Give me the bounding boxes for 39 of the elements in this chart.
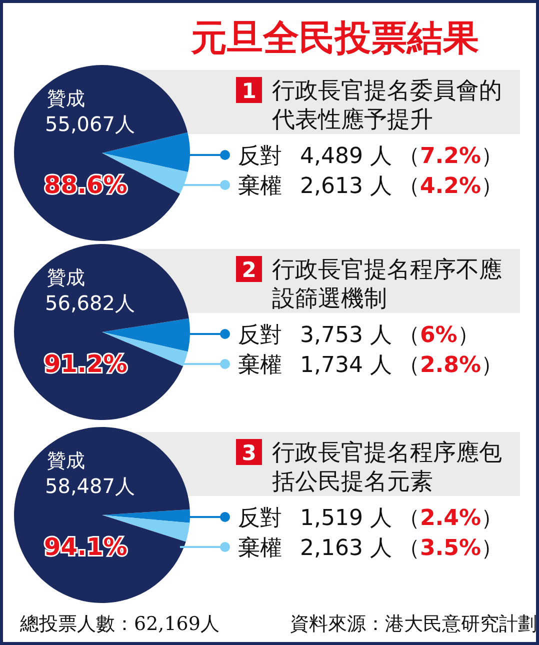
data-label: 2,163 人 (300, 536, 392, 561)
text: （3.5%） (398, 536, 504, 561)
text: 2 (242, 258, 256, 282)
pie-slice (14, 65, 188, 241)
data-label: 4,489 人 (300, 144, 392, 169)
text: 91.2% (44, 350, 128, 378)
text: 88.6% (44, 171, 128, 199)
text: 94.1% (44, 533, 128, 561)
data-label: 2,613 人 (300, 174, 392, 199)
text: （2.8%） (398, 353, 504, 378)
legend-label: 反對 (238, 323, 282, 348)
legend-label: 棄權 (238, 174, 282, 199)
text: （4.2%） (398, 174, 504, 199)
data-label: 58,487人 (45, 474, 135, 498)
data-label: 1,519 人 (300, 506, 392, 531)
data-label: 56,682人 (45, 291, 135, 315)
text: 3 (242, 441, 256, 465)
pie-slice (14, 427, 190, 603)
legend-label: 反對 (238, 506, 282, 531)
slice-label: 贊成 (47, 88, 85, 110)
data-label: 55,067人 (45, 112, 135, 136)
legend-label: 棄權 (238, 536, 282, 561)
text: 行政長官提名程序不應設篩選機制 (272, 257, 502, 312)
source-note: 資料來源：港大民意研究計劃 (290, 613, 537, 635)
text: （7.2%） (398, 144, 504, 169)
slice-label: 贊成 (47, 267, 85, 289)
text: （2.4%） (398, 506, 504, 531)
data-label: 3,753 人 (300, 323, 392, 348)
text: （6%） (398, 323, 480, 348)
text: 1 (242, 79, 256, 103)
text: 元旦全民投票結果 (190, 18, 479, 59)
text: 行政長官提名委員會的代表性應予提升 (271, 78, 502, 133)
text: 行政長官提名程序應包括公民提名元素 (272, 440, 502, 495)
legend-label: 反對 (238, 144, 282, 169)
text: 總投票人數：62,169人 (19, 613, 220, 635)
data-label: 1,734 人 (300, 353, 392, 378)
slice-label: 贊成 (47, 450, 85, 472)
pie-slice (14, 244, 189, 420)
legend-label: 棄權 (238, 353, 282, 378)
